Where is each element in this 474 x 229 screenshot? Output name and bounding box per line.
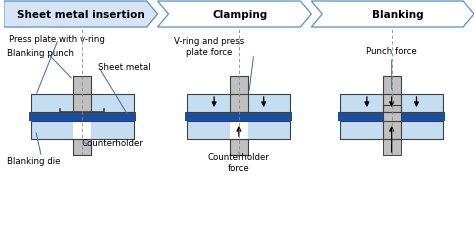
Bar [230, 77, 248, 112]
Text: Sheet metal: Sheet metal [98, 62, 151, 71]
Bar [340, 121, 443, 139]
Text: Sheet metal insertion: Sheet metal insertion [17, 10, 145, 20]
Text: Punch force: Punch force [366, 47, 417, 56]
Bar [338, 112, 445, 121]
Bar [383, 112, 401, 121]
Bar [383, 77, 401, 112]
Polygon shape [157, 2, 311, 28]
Bar [383, 139, 401, 155]
Text: Blanking punch: Blanking punch [7, 48, 74, 57]
Bar [383, 121, 401, 139]
Bar [31, 95, 134, 112]
Bar [31, 121, 134, 139]
Bar [230, 139, 248, 155]
Bar [28, 112, 136, 121]
Bar [340, 95, 443, 112]
Bar [187, 95, 291, 112]
Text: Press plate with v-ring: Press plate with v-ring [9, 35, 105, 44]
Bar [187, 121, 291, 139]
Bar [383, 106, 401, 139]
Bar [230, 121, 248, 139]
Bar [230, 77, 248, 112]
Bar [340, 121, 443, 139]
Bar [187, 121, 291, 139]
Bar [230, 139, 248, 155]
Bar [73, 77, 91, 112]
Bar [340, 95, 443, 112]
Text: Counterholder: Counterholder [81, 138, 143, 147]
Bar [73, 139, 91, 155]
Text: Blanking die: Blanking die [7, 157, 60, 166]
Bar [185, 112, 292, 121]
Bar [31, 121, 134, 139]
Text: Counterholder
force: Counterholder force [208, 153, 270, 172]
Bar [73, 121, 91, 139]
Text: Blanking: Blanking [372, 10, 424, 20]
Bar [383, 77, 401, 112]
Text: Clamping: Clamping [212, 10, 267, 20]
Polygon shape [311, 2, 474, 28]
Polygon shape [4, 2, 157, 28]
Bar [73, 77, 91, 112]
Bar [187, 95, 291, 112]
Text: V-ring and press
plate force: V-ring and press plate force [174, 37, 244, 57]
Bar [31, 95, 134, 112]
Bar [73, 139, 91, 155]
